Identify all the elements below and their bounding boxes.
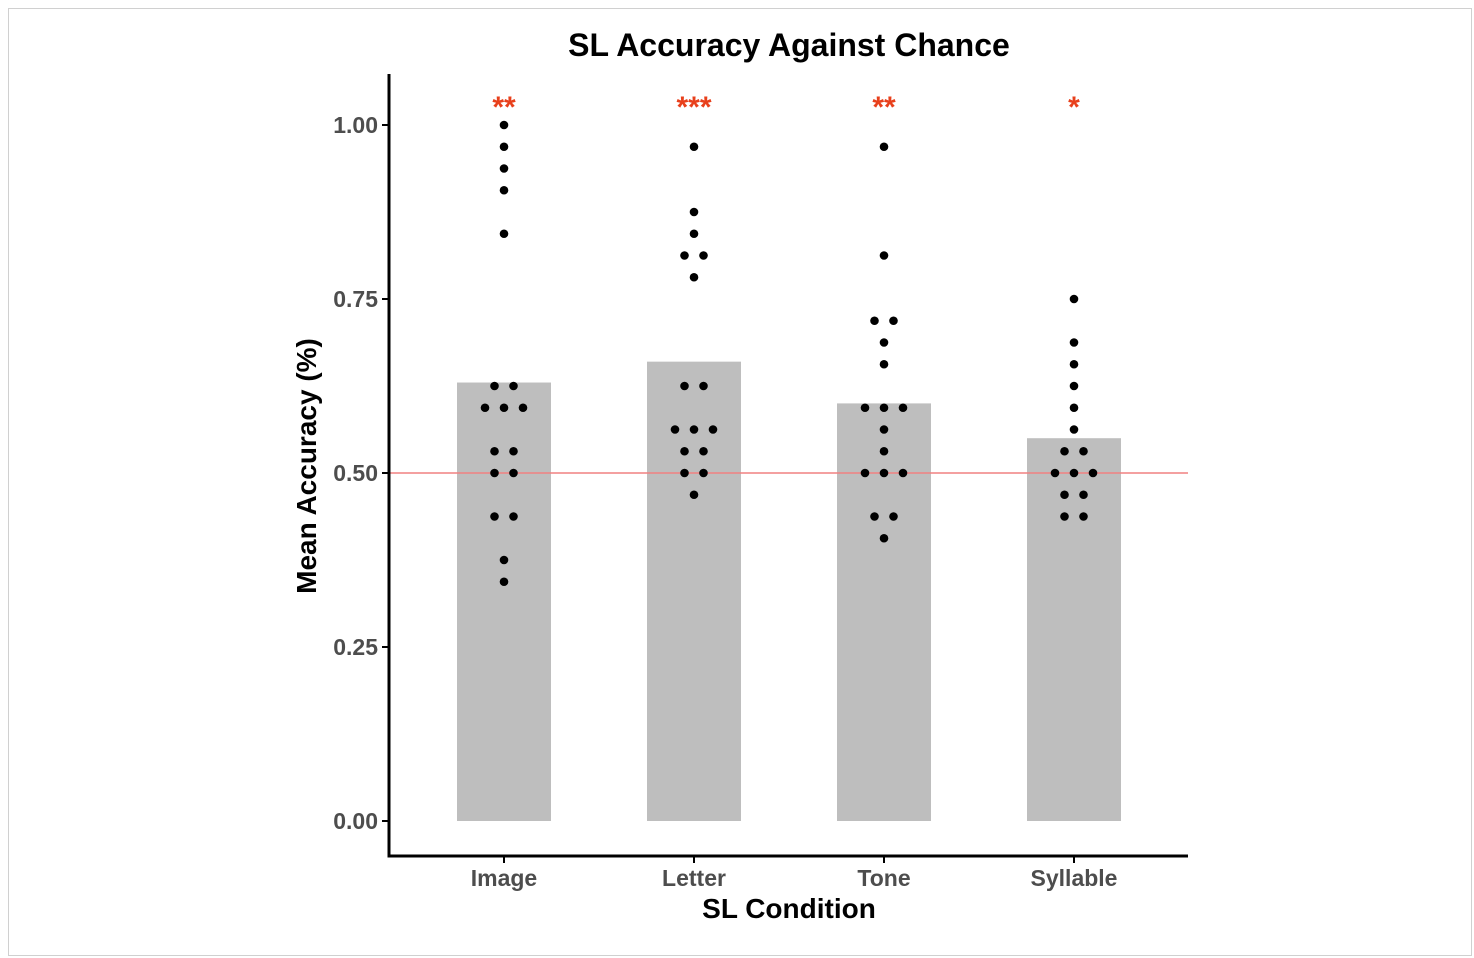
chart-title: SL Accuracy Against Chance — [568, 27, 1010, 63]
data-point-image — [490, 381, 499, 391]
data-point-tone — [879, 359, 889, 369]
x-tick-label: Syllable — [1031, 865, 1118, 891]
data-point-tone — [898, 468, 908, 478]
y-tick-label: 0.25 — [333, 634, 378, 660]
data-point-syllable — [1060, 490, 1069, 500]
x-tick-label: Letter — [662, 865, 726, 891]
data-point-image — [499, 403, 509, 413]
data-point-tone — [860, 403, 870, 413]
data-point-syllable — [1079, 512, 1088, 521]
data-point-tone — [889, 316, 898, 326]
data-point-image — [499, 229, 509, 239]
y-tick-label: 0.50 — [333, 460, 378, 486]
y-ticks-group: 0.00 0.25 0.50 0.75 1.00 — [333, 112, 389, 834]
data-point-letter — [689, 272, 699, 282]
data-point-tone — [879, 338, 889, 347]
data-point-image — [499, 555, 509, 565]
data-point-letter — [680, 446, 689, 456]
data-point-letter — [689, 142, 699, 152]
data-point-image — [509, 512, 518, 521]
data-point-image — [480, 403, 490, 413]
data-point-tone — [898, 403, 908, 413]
data-point-letter — [699, 446, 708, 456]
data-point-letter — [689, 490, 699, 500]
data-point-tone — [879, 468, 889, 478]
data-point-image — [509, 381, 518, 391]
data-point-letter — [699, 381, 708, 391]
data-point-tone — [879, 425, 889, 434]
data-point-syllable — [1060, 512, 1069, 521]
significance-marker-letter: *** — [676, 91, 711, 124]
data-point-letter — [699, 468, 708, 478]
y-axis-title: Mean Accuracy (%) — [291, 338, 322, 594]
x-tick-label: Tone — [857, 865, 910, 891]
data-point-letter — [680, 381, 689, 391]
data-point-image — [490, 468, 499, 478]
data-point-image — [509, 468, 518, 478]
data-point-tone — [879, 251, 889, 260]
data-point-tone — [879, 403, 889, 413]
bar-letter — [647, 361, 741, 821]
data-point-tone — [879, 142, 889, 152]
data-point-tone — [870, 316, 879, 326]
y-tick-label: 1.00 — [333, 112, 378, 138]
data-point-syllable — [1069, 425, 1079, 434]
data-point-syllable — [1069, 338, 1079, 347]
x-ticks-group: Image Letter Tone Syllable — [471, 856, 1118, 891]
data-point-syllable — [1069, 403, 1079, 413]
data-point-syllable — [1088, 468, 1098, 478]
data-point-image — [499, 185, 509, 195]
data-point-letter — [708, 425, 718, 434]
data-point-syllable — [1079, 446, 1088, 456]
data-point-tone — [889, 512, 898, 521]
data-point-image — [509, 446, 518, 456]
bar-tone — [837, 403, 931, 821]
data-point-tone — [879, 533, 889, 543]
x-axis-title: SL Condition — [702, 893, 876, 924]
bars-group — [457, 361, 1121, 821]
significance-marker-image: ** — [492, 91, 516, 124]
data-point-syllable — [1069, 381, 1079, 391]
significance-marker-tone: ** — [872, 91, 896, 124]
data-point-letter — [680, 251, 689, 260]
data-point-letter — [670, 425, 680, 434]
data-point-syllable — [1069, 294, 1079, 304]
data-point-image — [499, 577, 509, 587]
data-point-tone — [860, 468, 870, 478]
data-point-letter — [689, 425, 699, 434]
data-point-tone — [870, 512, 879, 521]
data-point-image — [490, 446, 499, 456]
data-point-tone — [879, 446, 889, 456]
data-point-syllable — [1060, 446, 1069, 456]
data-point-image — [499, 142, 509, 152]
points-group — [480, 120, 1098, 587]
bar-image — [457, 382, 551, 821]
data-point-syllable — [1069, 468, 1079, 478]
data-point-syllable — [1069, 359, 1079, 369]
significance-marker-syllable: * — [1068, 91, 1080, 124]
data-point-image — [499, 164, 509, 173]
data-point-syllable — [1079, 490, 1088, 500]
data-point-letter — [689, 229, 699, 239]
data-point-letter — [699, 251, 708, 260]
data-point-letter — [680, 468, 689, 478]
data-point-image — [490, 512, 499, 521]
data-point-letter — [689, 207, 699, 217]
bar-syllable — [1027, 438, 1121, 821]
data-point-syllable — [1050, 468, 1060, 478]
y-tick-label: 0.00 — [333, 808, 378, 834]
y-tick-label: 0.75 — [333, 286, 378, 312]
data-point-image — [499, 120, 509, 130]
data-point-image — [518, 403, 528, 413]
significance-group: ** *** ** * — [492, 91, 1080, 124]
x-tick-label: Image — [471, 865, 537, 891]
